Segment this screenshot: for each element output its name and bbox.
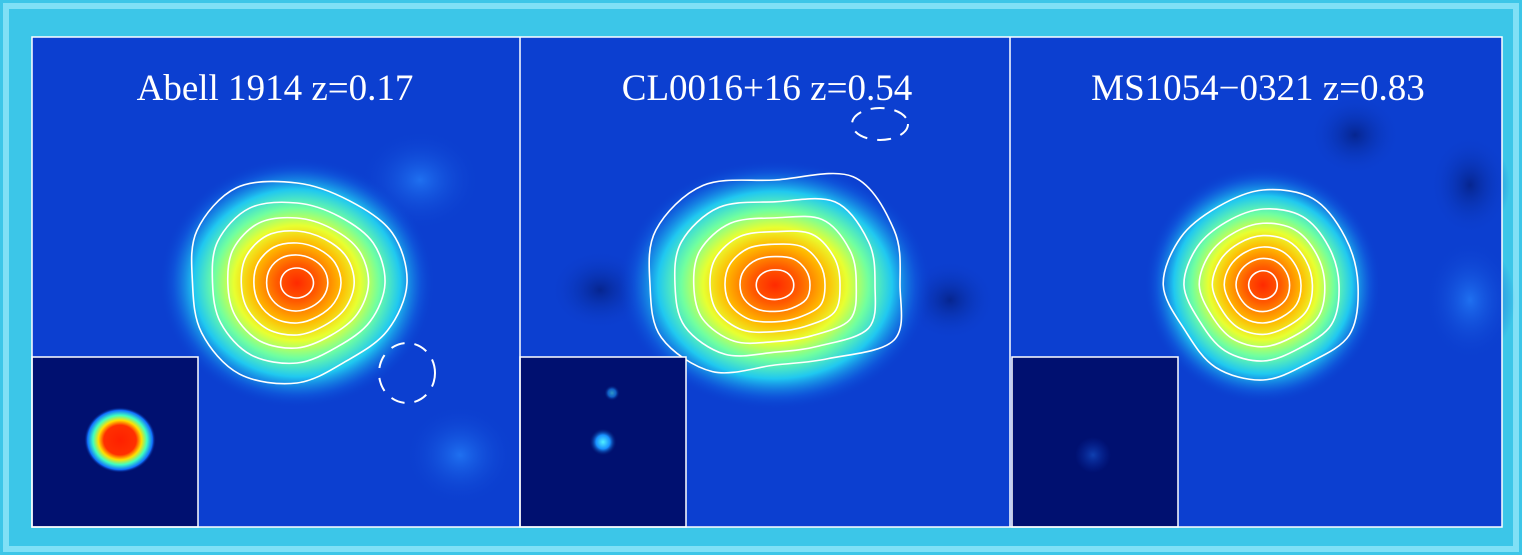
inset-source xyxy=(84,407,156,473)
inset-source xyxy=(589,428,617,456)
panel-label: CL0016+16 z=0.54 xyxy=(622,68,912,109)
emission xyxy=(1144,166,1382,404)
emission xyxy=(160,158,435,408)
haze xyxy=(405,405,515,505)
page: Abell 1914 z=0.17 CL0016+16 z=0.54 MS105… xyxy=(0,0,1522,555)
inset-source xyxy=(604,385,620,401)
inset-source xyxy=(1075,437,1111,473)
panel-label: MS1054−0321 z=0.83 xyxy=(1091,68,1425,109)
panel-label: Abell 1914 z=0.17 xyxy=(137,68,414,109)
cluster-image: Abell 1914 z=0.17 CL0016+16 z=0.54 MS105… xyxy=(0,0,1522,555)
shadow xyxy=(1430,135,1510,235)
